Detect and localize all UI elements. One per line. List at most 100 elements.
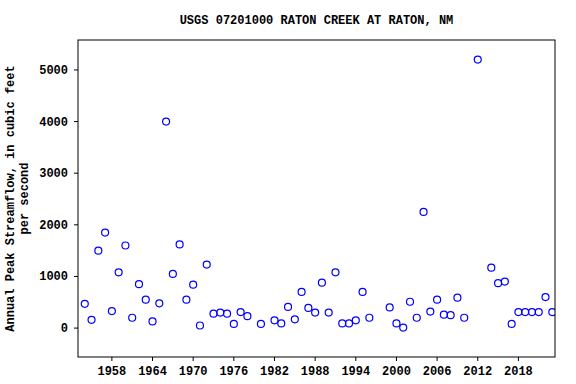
x-tick	[477, 357, 478, 361]
point	[169, 270, 176, 277]
y-label: Annual Peak Streamflow, in cubic feetper…	[4, 65, 32, 331]
point	[542, 294, 549, 301]
point	[88, 316, 95, 323]
x-tick-label: 2018	[504, 365, 533, 379]
x-tick-label: 1994	[341, 365, 370, 379]
point	[135, 281, 142, 288]
point	[237, 309, 244, 316]
point	[366, 314, 373, 321]
point	[461, 314, 468, 321]
point	[474, 56, 481, 63]
point	[196, 322, 203, 329]
point	[522, 309, 529, 316]
x-tick	[274, 357, 275, 361]
point	[163, 118, 170, 125]
point	[325, 309, 332, 316]
point	[400, 324, 407, 331]
point	[291, 316, 298, 323]
point	[332, 269, 339, 276]
y-tick-label: 0	[61, 322, 68, 336]
y-tick-label: 3000	[39, 167, 68, 181]
point	[183, 296, 190, 303]
point	[122, 242, 129, 249]
y-tick	[74, 328, 78, 329]
point	[339, 320, 346, 327]
point	[386, 304, 393, 311]
point	[528, 309, 535, 316]
point	[318, 279, 325, 286]
point	[257, 320, 264, 327]
point	[224, 310, 231, 317]
point	[298, 288, 305, 295]
plot-frame	[78, 40, 555, 357]
points	[81, 56, 555, 331]
y-tick	[74, 173, 78, 174]
x-tick	[111, 357, 112, 361]
x-tick	[193, 357, 194, 361]
y-tick	[74, 276, 78, 277]
x-tick	[437, 357, 438, 361]
point	[95, 247, 102, 254]
point	[508, 320, 515, 327]
x-tick-label: 2006	[423, 365, 452, 379]
title: USGS 07201000 RATON CREEK AT RATON, NM	[180, 14, 454, 28]
x-tick-label: 1982	[260, 365, 289, 379]
y-tick-label: 1000	[39, 270, 68, 284]
point	[230, 320, 237, 327]
x-tick	[396, 357, 397, 361]
point	[271, 317, 278, 324]
point	[515, 309, 522, 316]
point	[393, 320, 400, 327]
point	[190, 281, 197, 288]
point	[278, 320, 285, 327]
point	[102, 229, 109, 236]
point	[108, 308, 115, 315]
point	[156, 300, 163, 307]
x-tick-label: 2012	[463, 365, 492, 379]
y-tick	[74, 224, 78, 225]
point	[312, 309, 319, 316]
y-tick	[74, 121, 78, 122]
y-tick-label: 5000	[39, 64, 68, 78]
point	[285, 303, 292, 310]
point	[427, 308, 434, 315]
chart: USGS 07201000 RATON CREEK AT RATON, NM An…	[0, 0, 576, 384]
point	[81, 300, 88, 307]
x-tick-label: 2000	[382, 365, 411, 379]
point	[420, 208, 427, 215]
point	[149, 318, 156, 325]
point	[210, 310, 217, 317]
x-tick-label: 1958	[97, 365, 126, 379]
x-tick	[355, 357, 356, 361]
point	[203, 261, 210, 268]
point	[142, 296, 149, 303]
x-tick-label: 1976	[219, 365, 248, 379]
x-tick-label: 1988	[301, 365, 330, 379]
point	[407, 298, 414, 305]
point	[217, 309, 224, 316]
x-tick	[233, 357, 234, 361]
point	[176, 241, 183, 248]
x-tick	[152, 357, 153, 361]
y-tick	[74, 69, 78, 70]
y-tick-label: 4000	[39, 116, 68, 130]
x-tick	[315, 357, 316, 361]
point	[413, 314, 420, 321]
x-tick	[518, 357, 519, 361]
point	[447, 312, 454, 319]
y-tick-label: 2000	[39, 219, 68, 233]
point	[305, 304, 312, 311]
point	[440, 311, 447, 318]
x-tick-label: 1964	[138, 365, 167, 379]
point	[501, 278, 508, 285]
point	[115, 269, 122, 276]
point	[244, 313, 251, 320]
point	[549, 309, 555, 316]
point	[495, 280, 502, 287]
point	[359, 288, 366, 295]
point	[352, 317, 359, 324]
point	[346, 320, 353, 327]
x-tick-label: 1970	[179, 365, 208, 379]
point	[454, 294, 461, 301]
point	[129, 314, 136, 321]
